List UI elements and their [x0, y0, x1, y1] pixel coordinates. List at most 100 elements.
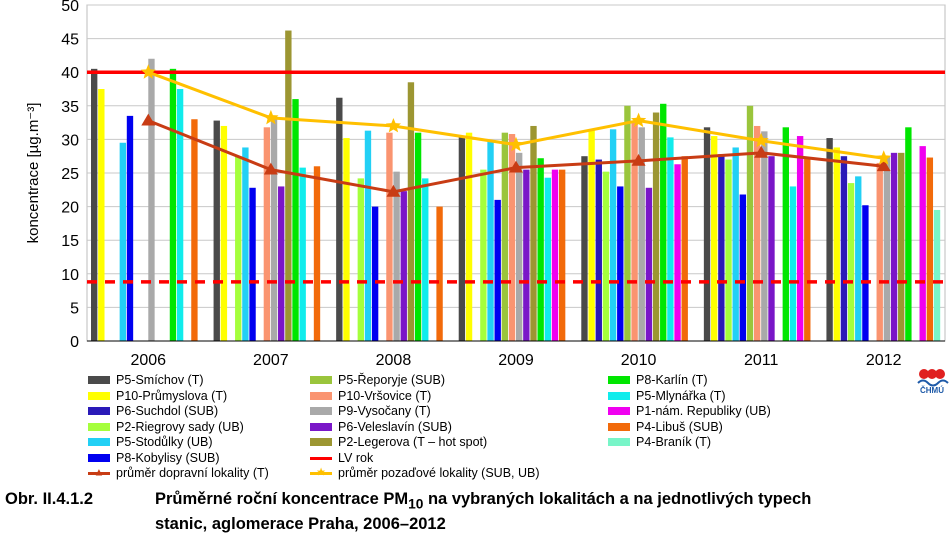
bar	[898, 152, 905, 341]
bar	[631, 122, 638, 341]
bar	[826, 138, 833, 341]
average-point-triangle	[754, 145, 769, 158]
legend-swatch	[310, 391, 332, 400]
legend-label: P4-Braník (T)	[636, 435, 712, 449]
bar	[674, 164, 681, 341]
bar	[386, 132, 393, 341]
bar	[508, 134, 516, 341]
legend-item: P2-Legerova (T – hot spot)	[310, 435, 487, 449]
legend-item: P6-Suchdol (SUB)	[88, 404, 218, 418]
bar	[739, 194, 747, 341]
bar	[544, 177, 552, 341]
legend-item: P10-Průmyslova (T)	[88, 389, 227, 403]
bar	[285, 30, 292, 341]
average-point-star	[140, 64, 156, 79]
x-tick-label: 2006	[130, 352, 166, 369]
bar	[624, 105, 631, 341]
bar	[393, 171, 400, 341]
legend-item-line: ▲ průměr dopravní lokality (T)	[88, 466, 269, 480]
y-tick-label: 25	[61, 166, 79, 183]
bar	[609, 129, 617, 341]
legend-item: P2-Riegrovy sady (UB)	[88, 420, 244, 434]
legend-item: P5-Stodůlky (UB)	[88, 435, 213, 449]
bar	[595, 159, 602, 341]
bar	[235, 156, 242, 341]
legend-swatch	[608, 391, 630, 400]
y-tick-label: 0	[70, 334, 79, 351]
y-tick-label: 45	[61, 32, 79, 49]
legend-label: LV rok	[338, 450, 374, 465]
y-tick-label: 40	[61, 65, 79, 82]
average-point-star	[385, 118, 401, 133]
average-point-triangle	[386, 184, 401, 197]
x-tick-label: 2011	[744, 352, 779, 369]
legend-swatch	[88, 453, 110, 462]
x-tick-label: 2012	[866, 352, 902, 369]
bar	[581, 156, 588, 341]
average-point-triangle	[631, 153, 646, 166]
caption-text-part2: na vybraných lokalitách a na jednotlivýc…	[423, 490, 812, 508]
x-tick-label: 2007	[253, 352, 289, 369]
chart-legend: P5-Smíchov (T) P10-Průmyslova (T) P6-Suchd…	[88, 373, 788, 480]
legend-label: P5-Řeporyje (SUB)	[338, 373, 445, 387]
chmu-logo: ČHMÚ	[915, 365, 949, 399]
bar	[494, 199, 501, 341]
legend-swatch	[88, 438, 110, 446]
legend-label: P2-Legerova (T – hot spot)	[338, 435, 488, 449]
bar	[148, 58, 155, 341]
legend-item: P4-Libuš (SUB)	[608, 420, 723, 434]
y-tick-label: 20	[61, 200, 79, 217]
legend-line-swatch	[310, 453, 332, 463]
bar	[169, 68, 177, 341]
y-axis-label: koncentrace [µg.m⁻³]	[25, 103, 42, 244]
legend-swatch	[88, 391, 110, 400]
bar	[711, 136, 718, 341]
bar	[551, 169, 559, 341]
x-tick-label: 2009	[498, 352, 534, 369]
bar	[833, 147, 840, 341]
pm10-bar-chart: 0 5 10 15 20 25 30 35 40 45 50 koncentrace [µg.m⁻³]…	[25, 0, 946, 369]
legend-label: P6-Suchdol (SUB)	[116, 404, 219, 418]
bar	[919, 146, 926, 341]
legend-item: P1-nám. Republiky (UB)	[608, 404, 771, 418]
legend-item: P8-Kobylisy (SUB)	[88, 451, 220, 465]
bar	[660, 103, 667, 341]
bar	[718, 154, 725, 341]
legend-swatch	[310, 407, 332, 415]
legend-label: P4-Libuš (SUB)	[636, 419, 723, 434]
legend-swatch	[88, 407, 110, 415]
bar	[617, 186, 624, 341]
bar	[371, 206, 379, 341]
bar	[753, 125, 761, 342]
bar	[732, 147, 739, 341]
chmu-logo-icon	[917, 369, 949, 387]
legend-label: P9-Vysočany (T)	[338, 404, 431, 418]
legend-label: P6-Veleslavín (SUB)	[338, 419, 452, 434]
bar	[926, 157, 934, 341]
average-point-star	[508, 136, 524, 152]
legend-item: P4-Braník (T)	[608, 435, 711, 449]
legend-item: P5-Řeporyje (SUB)	[310, 373, 445, 387]
legend-item: P6-Veleslavín (SUB)	[310, 420, 452, 434]
bar	[789, 186, 797, 341]
bar	[537, 158, 544, 341]
legend-label: P2-Riegrovy sady (UB)	[116, 419, 244, 434]
bar	[862, 205, 869, 341]
x-tick-label: 2010	[621, 352, 657, 369]
bar	[890, 152, 898, 341]
legend-item-line: ★ průměr pozaďové lokality (SUB, UB)	[310, 466, 540, 480]
legend-label: P5-Stodůlky (UB)	[116, 435, 213, 449]
bar	[847, 183, 855, 341]
bar	[263, 127, 271, 341]
bar	[292, 99, 299, 341]
legend-label: P8-Kobylisy (SUB)	[116, 450, 220, 465]
bar	[602, 171, 610, 341]
bar	[119, 142, 127, 341]
legend-item: P10-Vršovice (T)	[310, 389, 431, 403]
bar	[782, 127, 789, 341]
bar	[299, 167, 306, 341]
bar	[357, 178, 364, 341]
average-point-triangle	[141, 113, 156, 126]
bar	[667, 137, 674, 341]
caption-subscript: 10	[408, 496, 424, 512]
